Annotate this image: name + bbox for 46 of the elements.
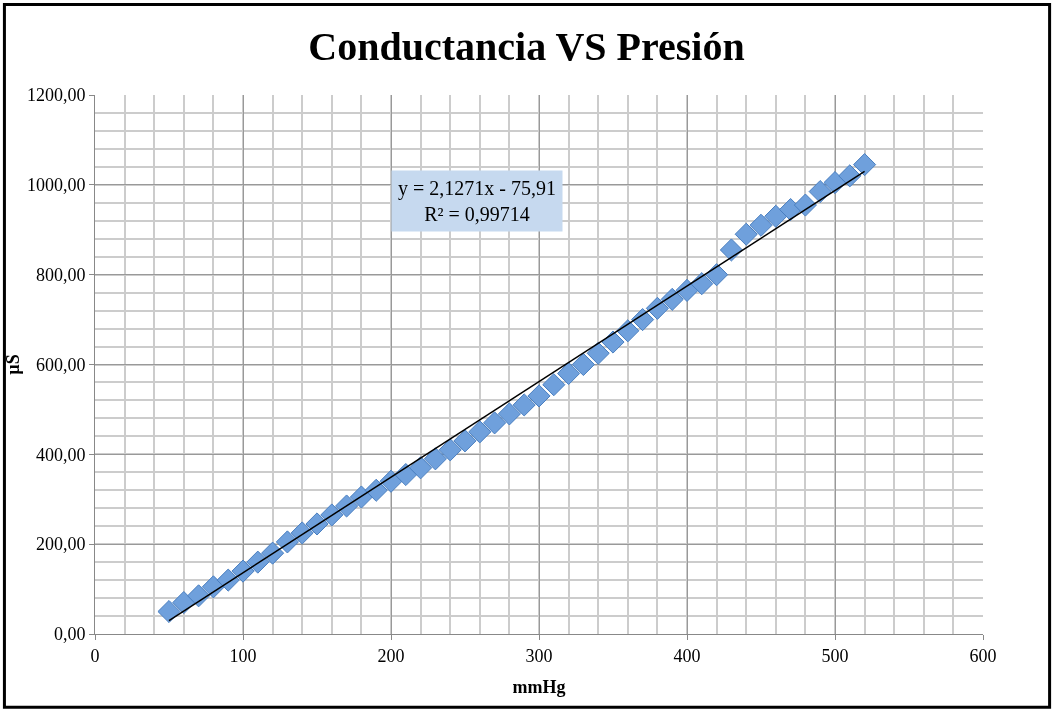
point: [749, 213, 773, 237]
point: [645, 296, 669, 320]
point: [364, 478, 388, 502]
point: [423, 447, 447, 471]
y-axis-title: µS: [3, 354, 24, 375]
y-tick-label: 800,00: [35, 264, 86, 285]
point: [557, 361, 581, 386]
y-tick-label: 600,00: [35, 354, 86, 375]
x-tick-label: 0: [90, 645, 100, 666]
annotation: y = 2,1271x - 75,91 R² = 0,99714: [398, 177, 556, 225]
x-tick-label: 200: [377, 645, 405, 666]
point: [601, 330, 625, 354]
y-tick-label: 200,00: [35, 534, 86, 555]
point: [453, 429, 477, 453]
y-tick-label: 0,00: [53, 624, 86, 645]
x-tick-label: 400: [673, 645, 701, 666]
x-tick-label: 300: [525, 645, 553, 666]
point: [409, 456, 433, 480]
point: [764, 204, 788, 228]
x-axis-title: mmHg: [512, 676, 566, 697]
point: [838, 164, 862, 188]
x-tick-label: 500: [821, 645, 849, 666]
point: [483, 411, 507, 435]
point: [542, 373, 566, 397]
point: [468, 420, 492, 444]
point: [734, 222, 758, 246]
point: [571, 352, 595, 377]
point: [527, 384, 551, 408]
point: [660, 287, 684, 311]
point: [705, 263, 729, 287]
point: [853, 153, 877, 177]
point: [157, 599, 181, 624]
point: [631, 308, 655, 332]
point: [586, 341, 610, 365]
point: [438, 438, 462, 462]
point: [512, 393, 536, 417]
y-tick-label: 1200,00: [26, 85, 86, 106]
point: [719, 238, 743, 262]
x-tick-label: 600: [969, 645, 997, 666]
x-tick-label: 100: [229, 645, 257, 666]
point: [808, 180, 832, 204]
y-tick-label: 1000,00: [26, 175, 86, 196]
y-tick-label: 400,00: [35, 444, 86, 465]
point: [497, 402, 521, 426]
point: [187, 584, 211, 608]
chart-title: Conductancia VS Presión: [308, 23, 745, 69]
